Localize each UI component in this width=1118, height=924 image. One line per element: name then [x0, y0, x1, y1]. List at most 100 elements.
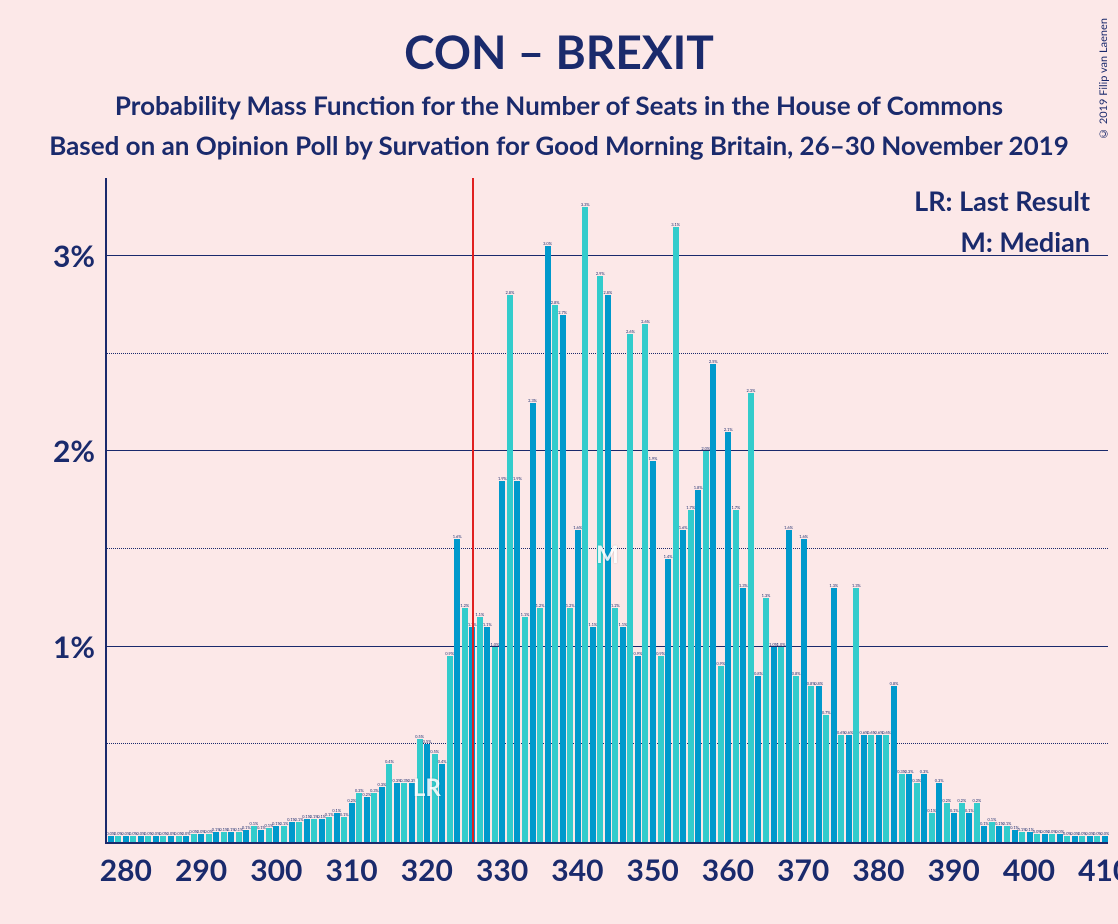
- bar: 0.1%: [1004, 826, 1010, 842]
- bar-slot: 2.1%: [725, 178, 733, 842]
- bar-slot: 2.6%: [627, 178, 635, 842]
- bar: 0.3%: [379, 787, 385, 842]
- bar: 0.0%: [168, 836, 174, 842]
- bar: 0.1%: [341, 817, 347, 842]
- chart-area: LR: Last Result M: Median 1%2%3%28029030…: [30, 178, 1118, 904]
- bar: 0.6%: [868, 735, 874, 842]
- bar: 1.3%: [740, 588, 746, 842]
- bar: 0.1%: [273, 826, 279, 842]
- bar: 2.7%: [560, 315, 566, 842]
- bar-slot: 0.0%: [1033, 178, 1041, 842]
- bar: 0.0%: [1072, 836, 1078, 842]
- bar: 0.0%: [1094, 836, 1100, 842]
- bar: 0.9%: [718, 666, 724, 842]
- bar-slot: 1.0%: [777, 178, 785, 842]
- bar: 0.0%: [1057, 834, 1063, 842]
- bar-slot: 0.5%: [423, 178, 431, 842]
- bar: 0.3%: [899, 774, 905, 842]
- bar-slot: 0.0%: [1071, 178, 1079, 842]
- bar-slot: 0.0%: [205, 178, 213, 842]
- bar: 0.0%: [145, 836, 151, 842]
- bar-slot: 0.8%: [815, 178, 823, 842]
- bar-slot: 0.0%: [122, 178, 130, 842]
- bar: 0.0%: [206, 834, 212, 842]
- bar-slot: 0.1%: [1011, 178, 1019, 842]
- bar-slot: 0.3%: [935, 178, 943, 842]
- bar-slot: 0.1%: [258, 178, 266, 842]
- bar-slot: 0.8%: [807, 178, 815, 842]
- x-axis-label: 350: [627, 842, 679, 888]
- bar: 1.3%: [853, 588, 859, 842]
- x-axis-label: 310: [325, 842, 377, 888]
- bar-slot: 0.1%: [310, 178, 318, 842]
- bar: 0.7%: [823, 715, 829, 842]
- bar-slot: 2.6%: [642, 178, 650, 842]
- bar-slot: 0.6%: [868, 178, 876, 842]
- bar: 0.3%: [371, 793, 377, 842]
- bar: 1.9%: [514, 481, 520, 842]
- bar-slot: 0.2%: [958, 178, 966, 842]
- bar: 2.0%: [703, 451, 709, 842]
- bar: 0.3%: [914, 783, 920, 842]
- bar: 0.1%: [258, 830, 264, 842]
- bar-slot: 0.0%: [115, 178, 123, 842]
- x-axis-label: 330: [476, 842, 528, 888]
- bar: 0.2%: [944, 803, 950, 842]
- bar-slot: 0.2%: [363, 178, 371, 842]
- bar: 1.0%: [778, 647, 784, 842]
- bar-slot: 0.1%: [250, 178, 258, 842]
- bar: 0.8%: [793, 676, 799, 842]
- bar-slot: 0.1%: [1003, 178, 1011, 842]
- bar-slot: 2.8%: [604, 178, 612, 842]
- bar-slot: 0.0%: [152, 178, 160, 842]
- bar-slot: 0.9%: [634, 178, 642, 842]
- y-axis-label: 2%: [53, 433, 107, 469]
- x-axis-label: 390: [928, 842, 980, 888]
- bar: 0.6%: [861, 735, 867, 842]
- chart-subsubtitle: Based on an Opinion Poll by Survation fo…: [0, 129, 1118, 161]
- y-axis-label: 3%: [53, 238, 107, 274]
- bar-slot: 2.3%: [529, 178, 537, 842]
- bar-slot: 0.6%: [838, 178, 846, 842]
- bar: 0.0%: [160, 836, 166, 842]
- bar: 0.2%: [974, 803, 980, 842]
- bar-slot: 0.1%: [333, 178, 341, 842]
- bar-slot: 1.1%: [484, 178, 492, 842]
- bar: 0.0%: [123, 836, 129, 842]
- bar-slot: 1.2%: [566, 178, 574, 842]
- bar-slot: 1.9%: [499, 178, 507, 842]
- bar: 1.6%: [680, 530, 686, 842]
- bar: 2.8%: [552, 305, 558, 842]
- bar-slot: 0.0%: [1094, 178, 1102, 842]
- bar: 0.1%: [989, 822, 995, 842]
- x-axis-label: 410: [1078, 842, 1118, 888]
- bar: 0.8%: [755, 676, 761, 842]
- bar-slot: 3.1%: [672, 178, 680, 842]
- bar: 0.1%: [929, 813, 935, 842]
- plot-area: LR: Last Result M: Median 1%2%3%28029030…: [105, 178, 1108, 844]
- bar: 0.1%: [296, 822, 302, 842]
- bar-value-label: 0.0%: [1100, 831, 1109, 836]
- bar: 0.1%: [251, 826, 257, 842]
- bar: 0.1%: [289, 822, 295, 842]
- bar-slot: 0.0%: [1063, 178, 1071, 842]
- bar-slot: 1.3%: [740, 178, 748, 842]
- bar-slot: 2.5%: [710, 178, 718, 842]
- bar: 0.0%: [1079, 836, 1085, 842]
- bar-slot: 0.0%: [1041, 178, 1049, 842]
- bar-slot: 0.0%: [1056, 178, 1064, 842]
- bar: 0.6%: [876, 735, 882, 842]
- bar: 0.3%: [401, 783, 407, 842]
- bar-slot: 2.3%: [747, 178, 755, 842]
- bar: 0.1%: [281, 826, 287, 842]
- bar-slot: 0.2%: [973, 178, 981, 842]
- bar-slot: 0.3%: [371, 178, 379, 842]
- bar: 0.1%: [981, 826, 987, 842]
- chart-subtitle: Probability Mass Function for the Number…: [0, 89, 1118, 121]
- bar: 0.2%: [349, 803, 355, 842]
- bar-slot: 0.0%: [175, 178, 183, 842]
- bar-slot: 0.5%: [431, 178, 439, 842]
- bar-slot: 0.1%: [340, 178, 348, 842]
- bar: 0.0%: [1087, 836, 1093, 842]
- bar-slot: 0.0%: [197, 178, 205, 842]
